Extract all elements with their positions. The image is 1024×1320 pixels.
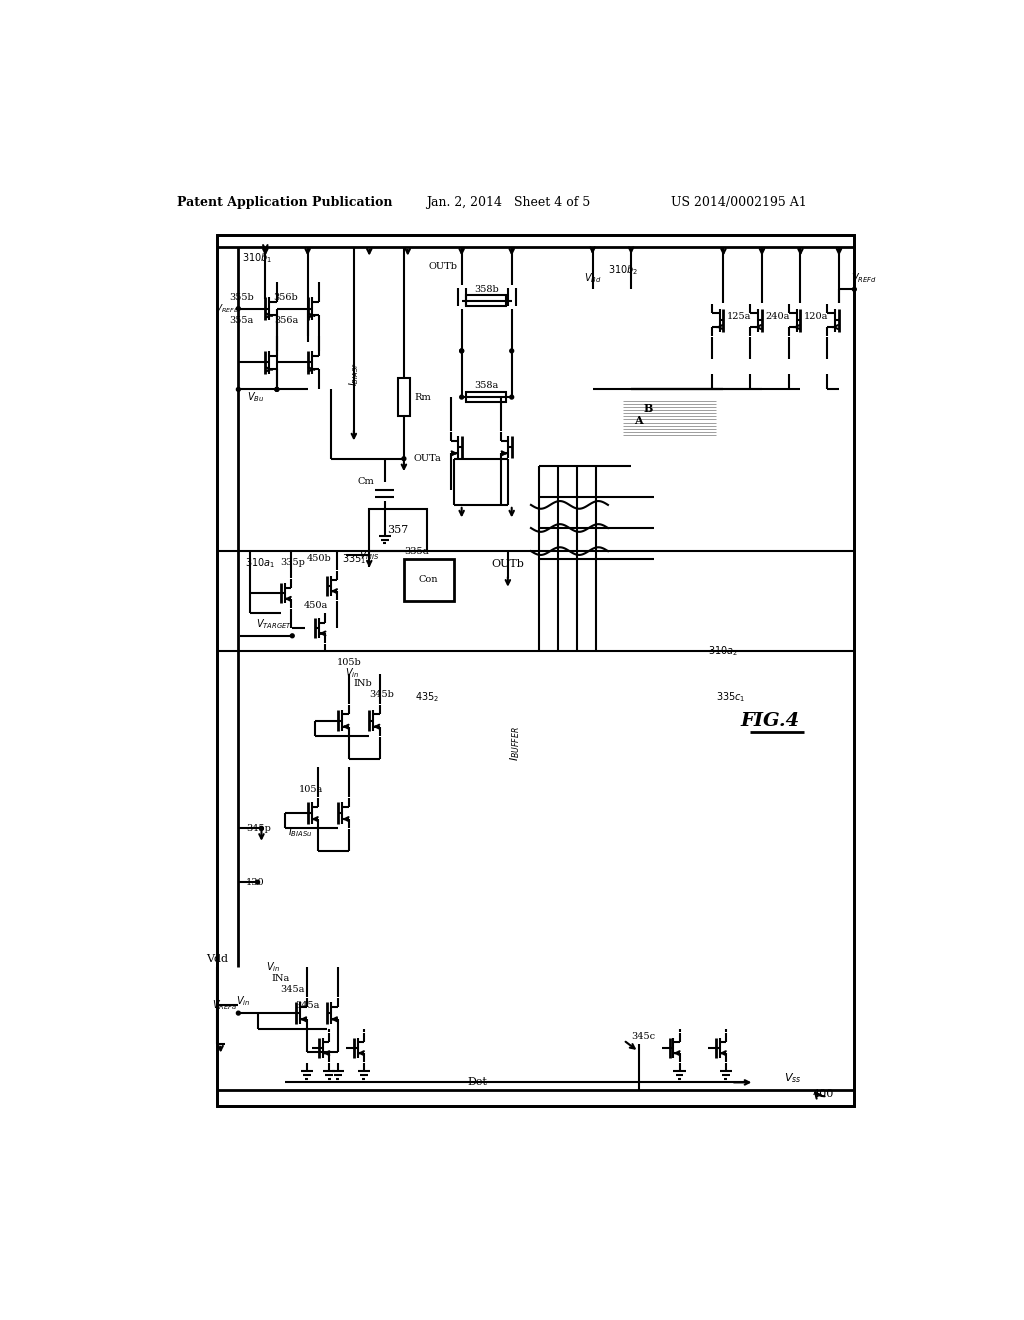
Text: 356b: 356b [273,293,298,301]
Text: 130: 130 [246,878,264,887]
Bar [370,508,427,552]
Circle shape [274,388,279,391]
Bar [466,296,506,306]
Text: 355a: 355a [229,315,254,325]
Text: B: B [643,403,652,414]
Circle shape [256,880,259,884]
Text: FIG.4: FIG.4 [740,711,800,730]
Text: Jan. 2, 2014   Sheet 4 of 5: Jan. 2, 2014 Sheet 4 of 5 [426,195,590,209]
Text: 345a: 345a [281,986,304,994]
Circle shape [291,634,294,638]
Text: 450a: 450a [304,601,328,610]
Text: $V_{in}$: $V_{in}$ [236,995,250,1008]
Bar [466,392,506,403]
Text: 450b: 450b [307,554,332,564]
Circle shape [237,306,241,310]
Text: INa: INa [271,974,290,983]
Text: $V_{MIS}$: $V_{MIS}$ [359,548,380,562]
Text: $310a_1$: $310a_1$ [245,556,274,569]
Circle shape [237,388,241,391]
Text: $V_{TARGET}$: $V_{TARGET}$ [256,618,292,631]
Text: 345a: 345a [296,1001,319,1010]
Text: $I_{BIASf}$: $I_{BIASf}$ [347,362,360,385]
Circle shape [237,1011,241,1015]
Circle shape [510,348,514,352]
Text: 335d: 335d [404,546,429,556]
Circle shape [402,457,406,461]
Text: OUTb: OUTb [429,261,458,271]
Text: 355b: 355b [229,293,254,301]
Circle shape [460,395,464,399]
Text: $V_{REFa}$: $V_{REFa}$ [212,998,238,1012]
Text: $335_1$: $335_1$ [342,552,367,566]
Text: OUTa: OUTa [414,454,441,463]
Circle shape [259,826,263,830]
Text: 358b: 358b [474,285,499,294]
Text: 345b: 345b [370,690,394,698]
Bar [403,558,454,601]
Text: $V_{Bd}$: $V_{Bd}$ [584,271,601,285]
Text: $V_{in}$: $V_{in}$ [345,665,359,680]
Circle shape [510,395,514,399]
Text: Cm: Cm [357,478,374,486]
Text: $435_2$: $435_2$ [416,690,439,705]
Text: INb: INb [354,678,373,688]
Text: Det: Det [467,1077,487,1088]
Text: $I_{BIASu}$: $I_{BIASu}$ [289,825,313,840]
Text: $V_{ss}$: $V_{ss}$ [784,1072,802,1085]
Text: 120a: 120a [804,312,828,321]
Text: 400: 400 [813,1089,835,1100]
Text: $310b_2$: $310b_2$ [608,263,638,277]
Bar [397,378,410,416]
Text: A: A [635,414,643,425]
Text: 335p: 335p [281,558,305,568]
Text: $335c_1$: $335c_1$ [716,690,745,705]
Text: 357: 357 [387,524,409,535]
Text: 105a: 105a [298,785,323,795]
Text: Con: Con [419,576,438,583]
Text: $V_{Bu}$: $V_{Bu}$ [247,391,264,404]
Bar [217,235,854,1106]
Text: $V_{in}$: $V_{in}$ [266,960,281,974]
Text: 345p: 345p [246,824,271,833]
Circle shape [274,388,279,391]
Text: $I_{BUFFER}$: $I_{BUFFER}$ [509,726,522,762]
Text: US 2014/0002195 A1: US 2014/0002195 A1 [671,195,807,209]
Circle shape [852,288,856,292]
Text: $310b_1$: $310b_1$ [243,252,272,265]
Text: 358a: 358a [474,381,499,389]
Text: 345c: 345c [631,1032,655,1040]
Text: 356a: 356a [274,315,298,325]
Text: 105b: 105b [337,659,361,667]
Bar [217,235,854,1106]
Text: 125a: 125a [727,312,752,321]
Text: Vdd: Vdd [207,954,228,964]
Circle shape [460,348,464,352]
Text: $V_{REFb}$: $V_{REFb}$ [215,302,239,314]
Text: $310a_2$: $310a_2$ [708,644,738,659]
Text: $V_{REFd}$: $V_{REFd}$ [851,271,877,285]
Text: Patent Application Publication: Patent Application Publication [177,195,392,209]
Circle shape [460,348,464,352]
Text: Rm: Rm [414,392,431,401]
Text: OUTb: OUTb [492,560,524,569]
Text: 240a: 240a [766,312,791,321]
